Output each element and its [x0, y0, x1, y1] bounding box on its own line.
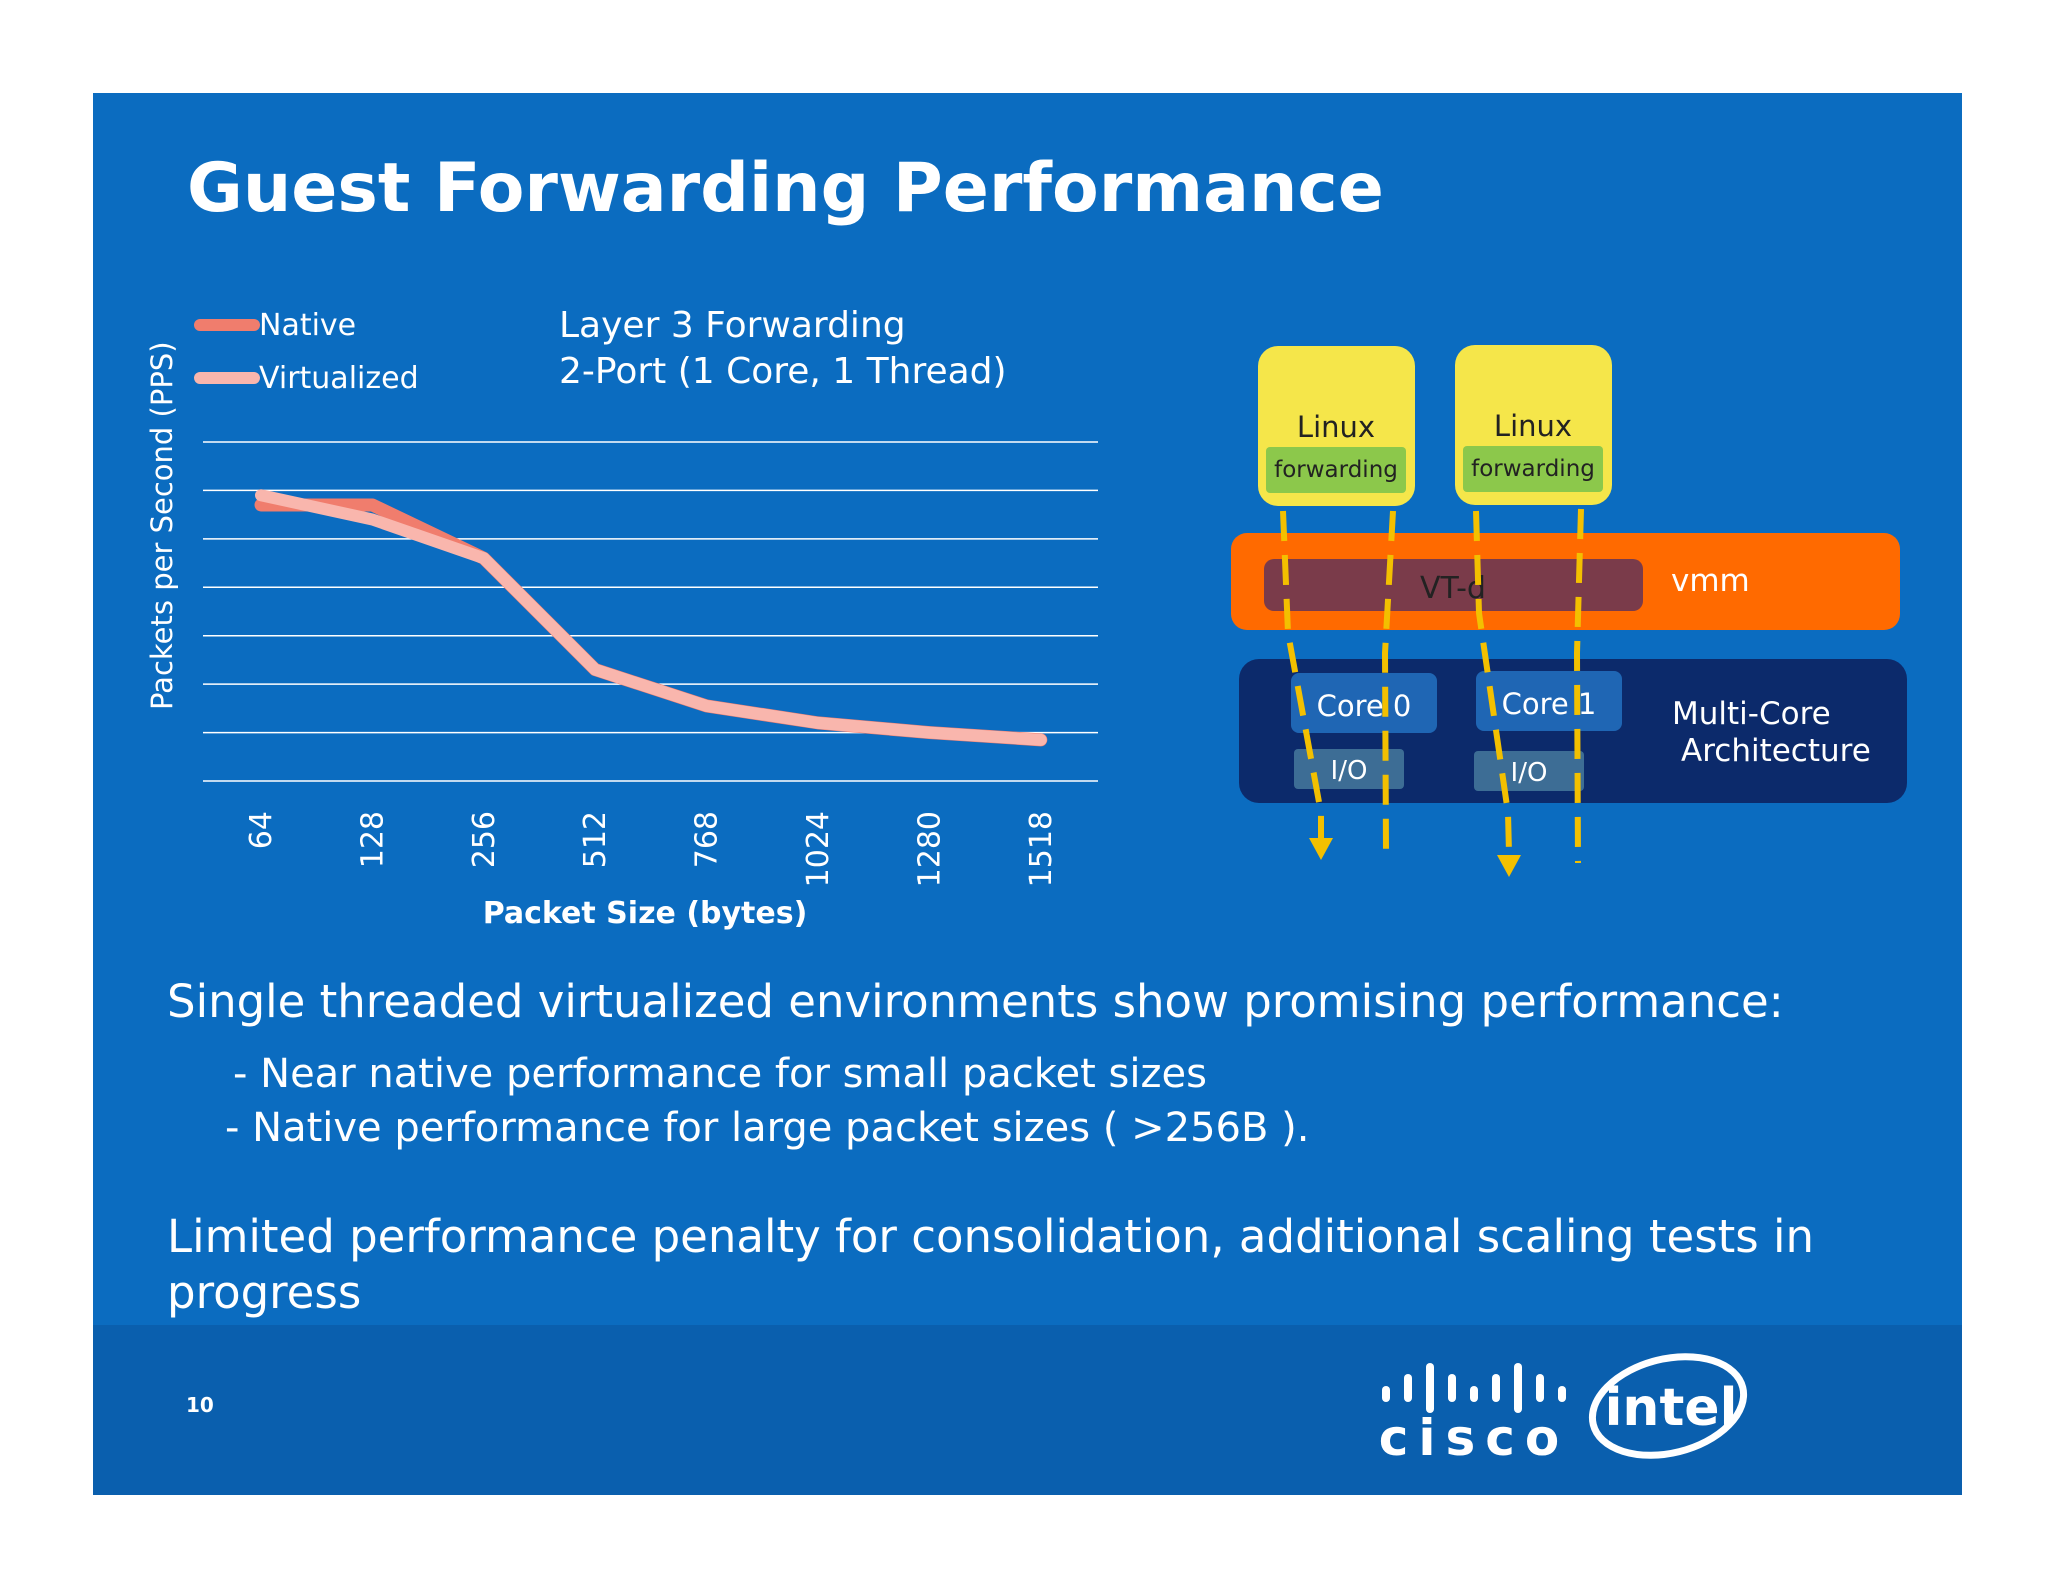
arrow-path-3 [1473, 510, 1512, 854]
cisco-bar [1404, 1374, 1412, 1402]
series-line-virtualized [255, 489, 1047, 746]
data-point-virtualized [1039, 738, 1042, 741]
vtd-box [1264, 559, 1643, 611]
x-tick-label: 1024 [801, 811, 836, 887]
footer-logos: cisco intel [1379, 1353, 1748, 1467]
io0-box [1294, 749, 1404, 789]
intel-wordmark: intel [1605, 1378, 1738, 1438]
cisco-bar [1558, 1386, 1566, 1402]
x-tick-labels: 64 128 256 512 768 1024 1280 1518 [244, 811, 1059, 887]
x-tick-label: 64 [244, 811, 279, 849]
data-point-virtualized [817, 721, 819, 724]
guest0-forwarding-box [1266, 447, 1406, 493]
cisco-bar [1448, 1374, 1456, 1402]
chart-legend: Native Virtualized [194, 308, 419, 396]
page-number: 10 [186, 1393, 214, 1417]
core1-box [1476, 671, 1622, 731]
intel-swoosh [1588, 1353, 1748, 1459]
cisco-bar [1382, 1386, 1390, 1402]
data-point-virtualized [482, 557, 485, 560]
arrow-head-2 [1497, 855, 1521, 877]
architecture-diagram: Core 0 Core 1 I/O I/O Multi-Core Archite… [1231, 345, 1907, 877]
data-point-virtualized [705, 704, 708, 707]
legend-label-virtualized: Virtualized [259, 361, 419, 396]
guest1-forwarding-label: forwarding [1471, 456, 1595, 482]
architecture-label-1: Multi-Core [1672, 696, 1831, 732]
bullet-small-packets: - Near native performance for small pack… [233, 1051, 1207, 1097]
cisco-bar [1470, 1386, 1478, 1402]
guest1-label: Linux [1494, 409, 1572, 443]
cisco-bar [1492, 1374, 1500, 1402]
y-axis-label: Packets per Second (PPS) [145, 341, 179, 710]
data-point-native [260, 503, 262, 506]
guest0-label: Linux [1297, 410, 1375, 444]
chart-title: Layer 3 Forwarding [559, 305, 906, 346]
data-point-virtualized [371, 518, 374, 521]
cisco-logo: cisco [1379, 1363, 1570, 1467]
bullet-large-packets: - Native performance for large packet si… [225, 1105, 1310, 1151]
legend-label-native: Native [259, 308, 356, 343]
data-point-virtualized [260, 494, 262, 497]
core1-label: Core 1 [1502, 687, 1597, 721]
vmm-label: vmm [1671, 563, 1750, 599]
arrow-path-4 [1573, 508, 1584, 864]
forwarding-chart: Native Virtualized Layer 3 Forwarding 2-… [145, 305, 1098, 931]
cisco-bar [1514, 1363, 1522, 1413]
x-axis-label: Packet Size (bytes) [483, 896, 808, 931]
arrow-path-2 [1381, 510, 1396, 852]
guest1-forwarding-box [1463, 446, 1603, 492]
x-tick-label: 128 [355, 811, 390, 868]
x-tick-label: 1280 [912, 811, 947, 887]
core0-label: Core 0 [1317, 689, 1412, 723]
data-path-arrows [1280, 508, 1584, 864]
data-point-virtualized [928, 731, 931, 734]
slide-title: Guest Forwarding Performance [187, 149, 1384, 228]
main-statement: Single threaded virtualized environments… [167, 975, 1784, 1028]
intel-logo: intel [1588, 1353, 1748, 1459]
cisco-bar [1426, 1363, 1434, 1413]
io0-label: I/O [1331, 756, 1368, 786]
chart-subtitle: 2-Port (1 Core, 1 Thread) [559, 351, 1007, 392]
data-point-virtualized [594, 668, 597, 671]
arrow-head-1 [1309, 838, 1333, 860]
core0-box [1291, 673, 1437, 733]
x-tick-label: 256 [467, 811, 502, 868]
cisco-bar [1536, 1374, 1544, 1402]
architecture-label-2: Architecture [1681, 733, 1871, 769]
guest0-forwarding-label: forwarding [1274, 457, 1398, 483]
x-tick-label: 768 [690, 811, 725, 868]
x-tick-label: 1518 [1024, 811, 1059, 887]
slide: Guest Forwarding Performance Native Virt… [93, 93, 1962, 1495]
arrow-path-1 [1280, 510, 1324, 838]
data-point-native [371, 503, 374, 506]
io1-label: I/O [1511, 758, 1548, 788]
cisco-wordmark: cisco [1379, 1409, 1570, 1467]
footer-band [93, 1325, 1962, 1495]
chart-series [254, 489, 1048, 747]
consolidation-statement: Limited performance penalty for consolid… [167, 1210, 1815, 1319]
x-tick-label: 512 [578, 811, 613, 868]
